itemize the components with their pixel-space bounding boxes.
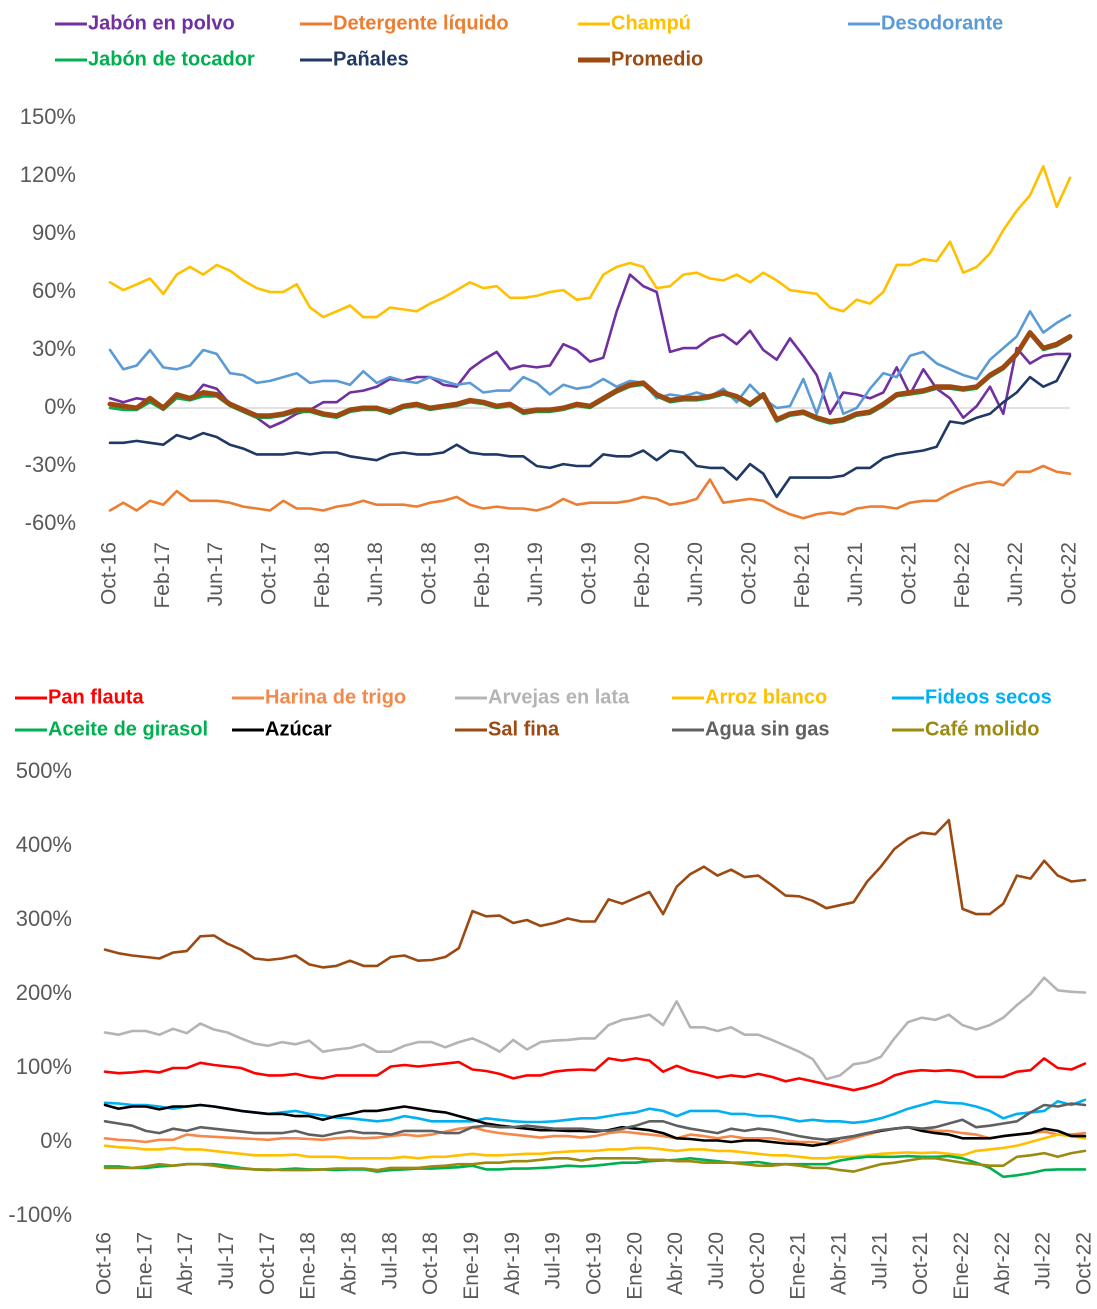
x-tick-label: Ene-22: [950, 1232, 973, 1300]
x-tick-label: Abr-17: [174, 1232, 197, 1295]
x-tick-label: Jun-19: [524, 542, 547, 606]
series-line: [103, 818, 1087, 969]
x-tick-label: Jul-19: [542, 1232, 565, 1289]
x-tick-label: Abr-18: [338, 1232, 361, 1295]
legend-label: Detergente líquido: [333, 12, 509, 34]
y-tick-label: 500%: [16, 758, 72, 783]
x-tick-label: Feb-18: [311, 542, 334, 609]
x-tick-label: Jun-22: [1004, 542, 1027, 606]
x-tick-label: Feb-17: [151, 542, 174, 609]
y-tick-label: 0%: [44, 394, 76, 419]
legend-label: Azúcar: [265, 718, 332, 740]
x-tick-label: Abr-19: [501, 1232, 524, 1295]
series-line: [103, 976, 1087, 1081]
x-tick-label: Feb-20: [631, 542, 654, 609]
x-tick-label: Feb-22: [951, 542, 974, 609]
x-tick-label: Jun-20: [684, 542, 707, 606]
x-tick-label: Jul-20: [705, 1232, 728, 1289]
x-tick-label: Abr-22: [991, 1232, 1014, 1295]
y-tick-label: 150%: [20, 104, 76, 129]
x-tick-label: Oct-19: [578, 542, 601, 605]
series-line: [108, 354, 1072, 499]
x-tick-label: Ene-17: [133, 1232, 156, 1300]
x-tick-label: Jul-21: [868, 1232, 891, 1289]
legend-label: Agua sin gas: [705, 718, 829, 740]
x-tick-label: Feb-19: [471, 542, 494, 609]
x-tick-label: Ene-21: [787, 1232, 810, 1300]
x-tick-label: Jun-18: [364, 542, 387, 606]
series-line: [103, 1103, 1087, 1147]
x-tick-label: Jun-17: [204, 542, 227, 606]
x-tick-label: Oct-20: [746, 1232, 769, 1295]
legend-label: Sal fina: [488, 718, 560, 740]
series-line: [103, 1102, 1087, 1142]
legend-label: Arroz blanco: [705, 686, 827, 708]
y-tick-label: 300%: [16, 906, 72, 931]
y-tick-label: 60%: [32, 278, 76, 303]
legend-label: Aceite de girasol: [48, 718, 208, 740]
y-tick-label: 90%: [32, 220, 76, 245]
series-line: [107, 330, 1073, 424]
x-tick-label: Ene-20: [623, 1232, 646, 1300]
x-tick-label: Oct-22: [1073, 1232, 1096, 1295]
series-line: [108, 333, 1072, 425]
legend-label: Fideos secos: [925, 686, 1052, 708]
legend-label: Promedio: [611, 48, 703, 70]
series-line: [108, 464, 1072, 520]
y-tick-label: 0%: [40, 1128, 72, 1153]
x-tick-label: Oct-19: [583, 1232, 606, 1295]
legend-label: Arvejas en lata: [488, 686, 630, 708]
y-tick-label: -60%: [25, 510, 76, 535]
series-line: [103, 1057, 1087, 1092]
legend-label: Pan flauta: [48, 686, 144, 708]
y-tick-label: -30%: [25, 452, 76, 477]
legend-label: Desodorante: [881, 12, 1003, 34]
x-tick-label: Feb-21: [791, 542, 814, 609]
x-tick-label: Oct-18: [419, 1232, 442, 1295]
x-tick-label: Oct-21: [898, 542, 921, 605]
legend-label: Pañales: [333, 48, 409, 70]
x-tick-label: Jul-17: [215, 1232, 238, 1289]
y-tick-label: -100%: [8, 1202, 72, 1227]
x-tick-label: Jun-21: [844, 542, 867, 606]
y-tick-label: 200%: [16, 980, 72, 1005]
series-line: [103, 1149, 1087, 1173]
y-tick-label: 100%: [16, 1054, 72, 1079]
x-tick-label: Jul-18: [378, 1232, 401, 1289]
x-tick-label: Jul-22: [1032, 1232, 1055, 1289]
x-tick-label: Oct-17: [256, 1232, 279, 1295]
series-line: [108, 310, 1072, 416]
x-tick-label: Ene-19: [460, 1232, 483, 1300]
x-tick-label: Oct-22: [1058, 542, 1081, 605]
legend-label: Café molido: [925, 718, 1039, 740]
x-tick-label: Abr-21: [828, 1232, 851, 1295]
series-line: [108, 165, 1072, 319]
y-tick-label: 120%: [20, 162, 76, 187]
legend-label: Harina de trigo: [265, 686, 406, 708]
x-tick-label: Oct-16: [93, 1232, 116, 1295]
series-line: [103, 1133, 1087, 1160]
x-tick-label: Oct-20: [738, 542, 761, 605]
legend-label: Champú: [611, 12, 691, 34]
x-tick-label: Abr-20: [664, 1232, 687, 1295]
x-tick-label: Oct-17: [258, 542, 281, 605]
x-tick-label: Oct-18: [418, 542, 441, 605]
legend-label: Jabón en polvo: [88, 12, 235, 34]
y-tick-label: 30%: [32, 336, 76, 361]
y-tick-label: 400%: [16, 832, 72, 857]
x-tick-label: Ene-18: [297, 1232, 320, 1300]
x-tick-label: Oct-16: [98, 542, 121, 605]
legend-label: Jabón de tocador: [88, 48, 255, 70]
x-tick-label: Oct-21: [909, 1232, 932, 1295]
